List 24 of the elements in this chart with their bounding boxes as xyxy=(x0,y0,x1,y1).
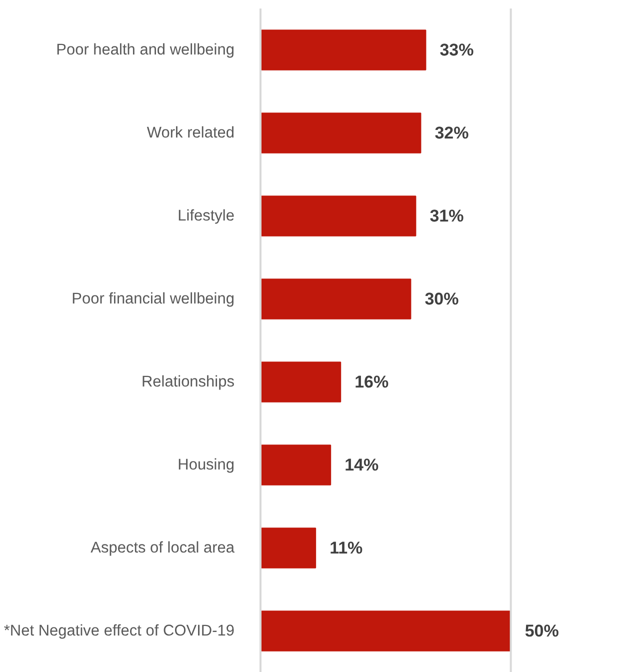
data-label: 11% xyxy=(330,538,363,558)
bar xyxy=(260,112,422,154)
bar xyxy=(260,444,332,486)
y-tick-label: Housing xyxy=(178,456,235,474)
y-tick-label: Aspects of local area xyxy=(90,540,235,556)
y-tick-label: *Net Negative effect of COVID-19 xyxy=(4,622,235,640)
data-label: 31% xyxy=(430,206,464,226)
data-label: 30% xyxy=(424,290,459,308)
bar xyxy=(260,362,342,402)
data-label: 50% xyxy=(524,622,559,640)
y-tick-label: Poor health and wellbeing xyxy=(56,42,235,58)
bar xyxy=(260,528,316,568)
data-label: 16% xyxy=(354,372,389,392)
y-tick-label: Relationships xyxy=(141,374,235,390)
bar xyxy=(260,278,412,320)
bar xyxy=(260,196,416,236)
y-tick-label: Work related xyxy=(146,124,235,142)
data-label: 33% xyxy=(440,40,474,60)
bar xyxy=(260,30,426,70)
data-label: 32% xyxy=(434,124,469,142)
bar xyxy=(260,610,512,652)
y-tick-label: Poor financial wellbeing xyxy=(72,290,235,308)
data-label: 14% xyxy=(344,456,379,474)
y-tick-label: Lifestyle xyxy=(178,208,235,224)
